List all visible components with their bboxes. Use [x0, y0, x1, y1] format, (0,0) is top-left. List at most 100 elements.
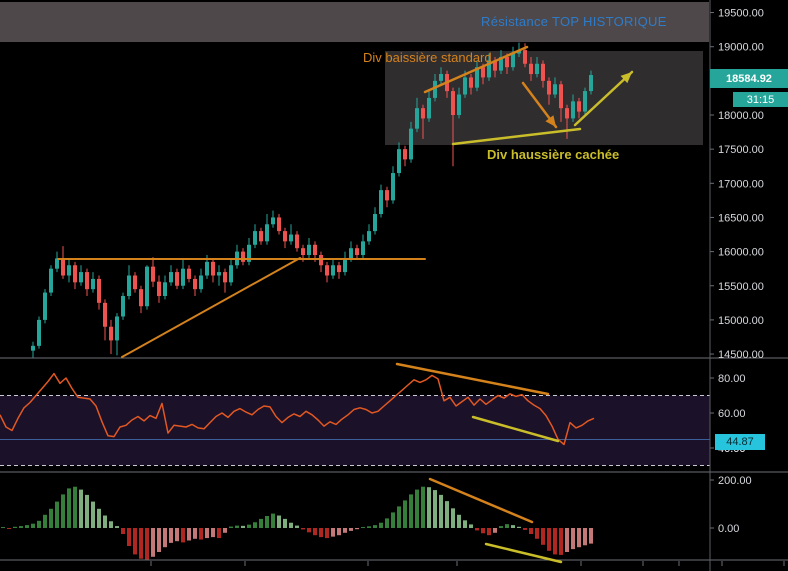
macd-bar [145, 528, 149, 560]
macd-bar [73, 486, 77, 528]
candle-body [397, 149, 401, 174]
candle-body [493, 60, 497, 71]
macd-bar [61, 494, 65, 528]
macd-bar [319, 528, 323, 538]
up-arrow[interactable] [573, 70, 634, 127]
candle-body [175, 272, 179, 286]
candle-body [523, 50, 527, 64]
candle-body [295, 234, 299, 249]
macd-bar [175, 528, 179, 542]
axis-label: 15500.00 [718, 281, 764, 293]
macd-bar [247, 524, 251, 528]
candle-body [151, 266, 155, 282]
candle-body [55, 258, 59, 269]
candle-body [211, 261, 215, 276]
candle-body [589, 75, 593, 92]
macd-bar [505, 524, 509, 528]
bearish-divergence-line[interactable] [423, 45, 529, 94]
macd-bar [481, 528, 485, 534]
macd-bar [439, 494, 443, 528]
candle-body [259, 231, 263, 242]
candle-body [223, 272, 227, 283]
candle-body [373, 214, 377, 232]
countdown-badge: 31:15 [733, 92, 788, 107]
drawings[interactable] [57, 45, 634, 564]
candle-body [343, 258, 347, 273]
axis-label: 17500.00 [718, 144, 764, 156]
candle-body [319, 255, 323, 266]
bearish-divergence-label[interactable]: Div baissière standard [363, 50, 492, 65]
macd-bar [331, 528, 335, 537]
macd-bar [277, 515, 281, 528]
macd-bearish-divergence-line[interactable] [428, 477, 534, 524]
candle-body [553, 84, 557, 95]
candle-body [547, 80, 551, 95]
macd-bar [163, 528, 167, 548]
candle-body [325, 265, 329, 276]
candle-body [463, 77, 467, 95]
candle-body [355, 248, 359, 256]
macd-bar [511, 525, 515, 528]
hidden-bullish-divergence-line[interactable] [451, 127, 582, 146]
macd-bar [109, 521, 113, 528]
macd-bar [37, 520, 41, 528]
macd-bar [367, 526, 371, 528]
last-price-badge: 18584.92 [710, 69, 788, 88]
macd-bar [529, 528, 533, 534]
rsi-line[interactable] [0, 372, 595, 446]
macd-bar [49, 508, 53, 528]
macd-bar [361, 527, 365, 529]
candle-body [187, 268, 191, 279]
macd-bar [295, 525, 299, 528]
macd-bar [415, 489, 419, 528]
macd-bar [229, 526, 233, 528]
axis-label: 17000.00 [718, 178, 764, 190]
macd-bar [127, 528, 131, 546]
macd-bar [271, 513, 275, 528]
rsi-hidden-bullish-line[interactable] [471, 415, 560, 443]
candle-body [457, 94, 461, 115]
candle-body [409, 128, 413, 160]
axis-label: 19500.00 [718, 8, 764, 20]
candle-body [229, 265, 233, 283]
macd-bar [85, 494, 89, 528]
macd-bar [235, 525, 239, 528]
axis-label: 19000.00 [718, 42, 764, 54]
candle-body [331, 265, 335, 276]
candle-body [49, 268, 53, 293]
candle-body [73, 265, 77, 283]
macd-bar [535, 528, 539, 539]
macd-bar [7, 528, 11, 529]
macd-bar [307, 528, 311, 533]
macd-bar [217, 528, 221, 539]
macd-bar [541, 528, 545, 545]
candle-body [247, 244, 251, 262]
macd-bar [499, 526, 503, 528]
hidden-bullish-divergence-label[interactable]: Div haussière cachée [487, 147, 620, 162]
macd-bar [241, 525, 245, 528]
candle-body [433, 80, 437, 98]
macd-bar [559, 528, 563, 555]
rsi-bearish-divergence-line[interactable] [395, 362, 550, 396]
candlestick-series[interactable] [31, 42, 593, 359]
macd-hidden-bullish-line[interactable] [484, 542, 563, 564]
candle-body [289, 234, 293, 242]
candle-body [97, 278, 101, 303]
resistance-label: Résistance TOP HISTORIQUE [481, 14, 667, 29]
macd-histogram[interactable] [1, 486, 593, 560]
ascending-trendline[interactable] [121, 257, 301, 358]
resistance-zone-band[interactable]: Résistance TOP HISTORIQUE [0, 2, 709, 42]
macd-bar [583, 528, 587, 546]
candle-body [415, 108, 419, 129]
macd-bar [325, 528, 329, 539]
macd-bar [349, 528, 353, 531]
candle-body [403, 149, 407, 160]
macd-bar [259, 518, 263, 528]
candle-body [145, 266, 149, 307]
macd-bar [451, 508, 455, 528]
candle-body [583, 91, 587, 112]
macd-bar [577, 528, 581, 548]
